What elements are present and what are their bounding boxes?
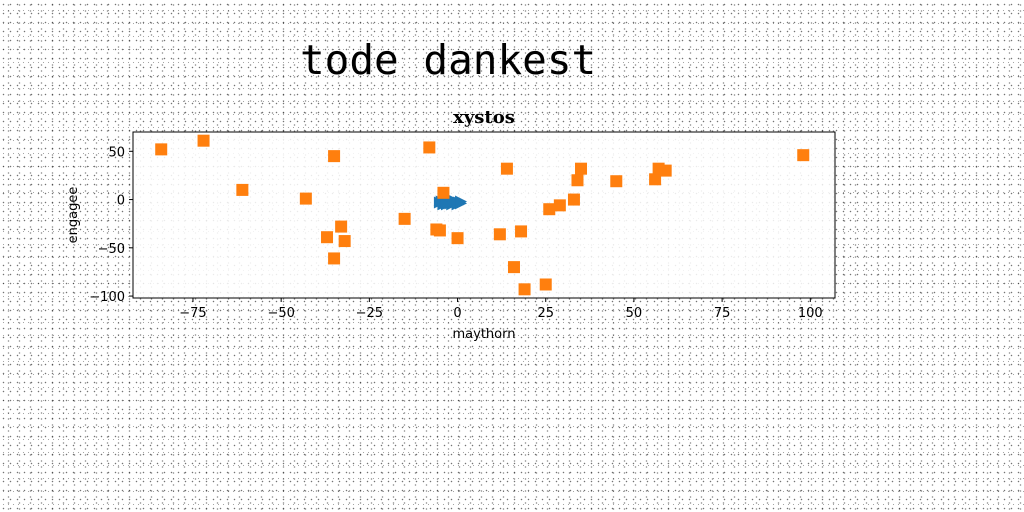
x-tick-label: 25 [537,306,554,321]
data-point-series-2 [515,225,528,238]
y-tick-label: 50 [108,145,125,160]
data-point-series-2 [335,220,348,233]
x-axis: −75 −50 −25 0 25 50 75 100 [179,298,823,321]
data-point-series-2 [553,199,566,212]
plot-area [133,132,835,298]
data-point-series-2 [321,231,334,244]
data-point-series-2 [567,193,580,206]
data-point-series-2 [197,134,210,147]
data-point-series-2 [518,283,531,296]
data-point-series-2 [328,252,341,265]
data-point-series-2 [236,183,249,196]
x-tick-label: −75 [179,306,206,321]
x-axis-label: maythorn [453,327,516,342]
data-point-series-2 [398,212,411,225]
data-point-series-1 [455,195,468,208]
data-point-series-2 [155,143,168,156]
data-point-series-2 [328,150,341,163]
data-point-series-2 [433,224,446,237]
y-tick-label: 0 [117,194,125,209]
data-point-series-2 [539,278,552,291]
chart-title: xystos [453,107,515,128]
x-tick-label: 75 [714,306,731,321]
x-tick-label: 100 [798,306,823,321]
data-point-series-2 [571,174,584,187]
data-point-series-2 [451,232,464,245]
data-point-series-2 [423,141,436,154]
y-axis-label: engagee [66,187,81,244]
data-point-series-2 [610,175,623,188]
data-points [155,134,810,296]
data-point-series-2 [649,173,662,186]
data-point-series-2 [493,228,506,241]
y-tick-label: −100 [89,290,125,305]
data-point-series-2 [575,162,588,175]
data-point-series-2 [338,235,351,248]
data-point-series-2 [543,203,556,216]
data-point-series-2 [500,162,513,175]
data-point-series-2 [507,261,520,274]
data-point-series-2 [437,186,450,199]
x-tick-label: 0 [453,306,461,321]
data-point-series-2 [659,164,672,177]
x-tick-label: −25 [356,306,383,321]
x-tick-label: 50 [626,306,643,321]
data-point-series-2 [299,192,312,205]
y-axis: 50 0 −50 −100 [89,145,133,305]
y-tick-label: −50 [98,242,125,257]
page-title: tode dankest [300,36,597,84]
data-point-series-2 [797,149,810,162]
plot-frame [132,131,836,299]
data-point-series-1 [440,198,453,211]
x-tick-label: −50 [267,306,294,321]
